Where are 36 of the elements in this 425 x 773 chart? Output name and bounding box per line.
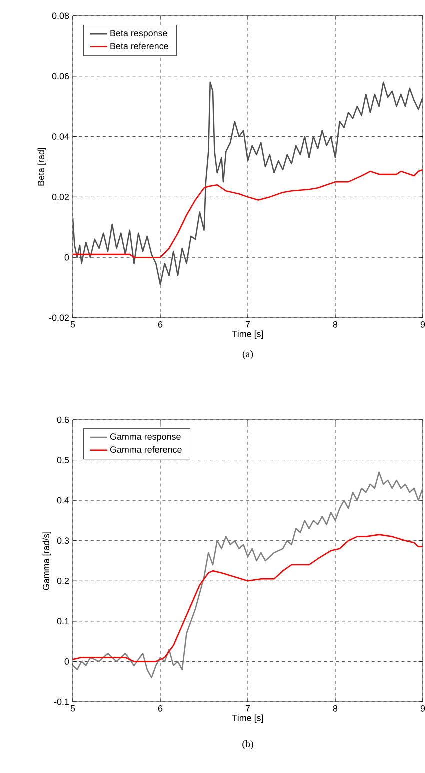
y-tick-label: 0.06 [52,73,70,80]
y-tick-label: 0.6 [57,416,70,424]
y-tick-label: 0 [64,254,70,261]
line-series [73,82,424,286]
y-tick-label: 0.04 [52,134,70,140]
y-tick-label: 0.1 [57,618,70,625]
legend-label: Gamma response [110,434,181,442]
legend-label: Gamma reference [110,446,182,453]
x-tick-label: 7 [246,322,250,328]
y-tick-label: 0 [64,658,70,665]
x-tick-label: 8 [333,322,338,328]
y-tick-label: 0.4 [57,497,70,504]
x-tick-label: 5 [70,706,76,712]
legend-label: Beta response [110,30,168,38]
line-series [73,169,424,258]
x-axis-title: Time [s] [232,330,264,340]
x-tick-label: 5 [70,322,76,328]
x-tick-label: 6 [158,322,163,328]
x-tick-label: 7 [246,706,250,712]
y-tick-label: 0.2 [57,578,70,584]
y-tick-label: -0.02 [49,314,70,322]
y-tick-label: 0.5 [57,457,70,464]
y-tick-label: 0.08 [52,12,70,20]
y-tick-label: 0.3 [57,538,70,544]
x-axis-title: Time [s] [232,714,264,724]
legend-label: Beta reference [110,42,168,50]
y-tick-label: 0.02 [52,194,70,200]
text: (b) [242,740,254,750]
y-axis-title: Gamma [rad/s] [42,532,52,590]
y-axis-title: Beta [rad] [38,148,46,186]
y-tick-label: -0.1 [54,698,70,706]
text: (a) [242,350,254,360]
x-tick-label: 9 [420,322,425,328]
x-tick-label: 8 [333,706,338,712]
x-tick-label: 9 [420,706,425,712]
x-tick-label: 6 [158,706,163,712]
